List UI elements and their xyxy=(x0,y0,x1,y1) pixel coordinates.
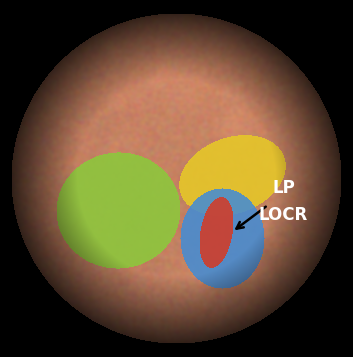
Text: LOCR: LOCR xyxy=(258,206,307,224)
Text: LP: LP xyxy=(272,179,295,197)
